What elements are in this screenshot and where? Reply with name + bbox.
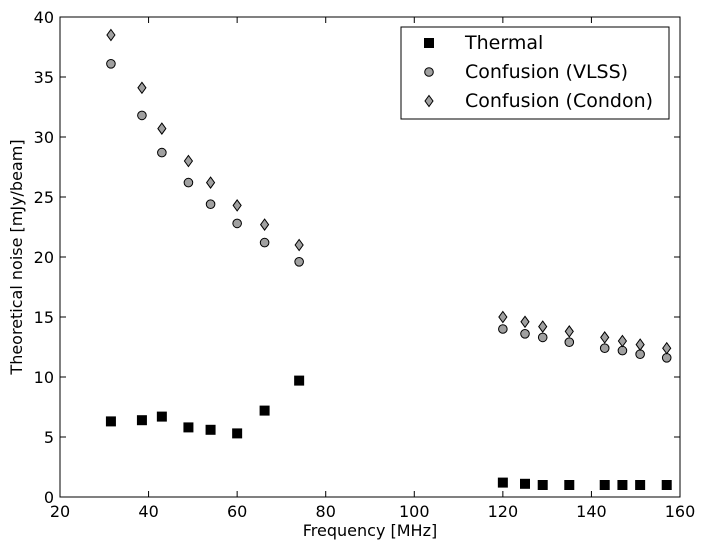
series-0: [105, 375, 672, 490]
data-point-diamond: [183, 154, 194, 168]
data-point-square: [156, 411, 167, 422]
data-point-circle: [564, 337, 575, 348]
data-point-square: [564, 480, 575, 490]
y-tick-label: 0: [44, 488, 54, 507]
legend-label-confusion-condon: Confusion (Condon): [465, 90, 653, 112]
data-point-circle: [259, 237, 270, 248]
data-point-square: [105, 416, 116, 427]
data-point-circle: [232, 218, 242, 229]
x-tick-label: 100: [399, 502, 430, 521]
y-tick-label: 30: [34, 128, 54, 147]
data-point-square: [232, 428, 243, 439]
data-point-square: [497, 477, 508, 488]
data-point-circle: [617, 345, 628, 356]
y-tick-label: 5: [44, 428, 54, 447]
x-tick-label: 80: [316, 502, 336, 521]
y-tick-label: 15: [34, 308, 54, 327]
legend-label-confusion-vlss: Confusion (VLSS): [465, 61, 628, 83]
data-point-square: [661, 480, 672, 490]
data-point-diamond: [294, 238, 304, 252]
data-point-square: [520, 478, 530, 489]
data-point-square: [136, 415, 147, 426]
data-point-diamond: [635, 338, 645, 351]
x-tick-label: 60: [227, 502, 247, 521]
x-tick-label: 120: [488, 502, 519, 521]
data-point-circle: [537, 332, 548, 343]
legend-label-thermal: Thermal: [464, 32, 543, 54]
legend-marker-diamond: [424, 94, 434, 108]
data-point-diamond: [538, 320, 548, 333]
x-tick-label: 40: [138, 502, 158, 521]
legend: Thermal Confusion (VLSS) Confusion (Cond…: [400, 26, 670, 120]
marks-layer: [105, 28, 672, 490]
data-point-circle: [137, 110, 147, 121]
y-tick-label: 20: [34, 248, 54, 267]
plot-frame: [59, 16, 681, 498]
ticks-layer: 20 40 60 80 100 120 140 160 0 5 10 15 20 25 30 35 40: [34, 8, 696, 521]
data-point-diamond: [520, 315, 530, 329]
data-point-diamond: [205, 176, 216, 189]
data-point-square: [294, 375, 305, 386]
data-point-diamond: [564, 325, 574, 338]
legend-markers: [424, 38, 434, 108]
data-point-diamond: [259, 218, 270, 231]
data-point-square: [183, 422, 194, 433]
data-point-square: [635, 480, 646, 490]
legend-marker-square: [424, 38, 434, 48]
data-point-circle: [520, 329, 530, 339]
data-point-circle: [183, 177, 194, 188]
x-tick-label: 140: [576, 502, 607, 521]
y-tick-label: 25: [34, 188, 54, 207]
data-point-square: [205, 424, 216, 435]
data-point-diamond: [662, 341, 672, 355]
data-point-circle: [661, 353, 672, 363]
y-axis-label: Theoretical noise [mJy/beam]: [7, 139, 26, 375]
data-point-circle: [294, 257, 304, 267]
y-tick-label: 40: [34, 8, 54, 27]
data-point-square: [259, 405, 270, 416]
data-point-square: [599, 480, 610, 490]
series-1: [106, 59, 672, 363]
data-point-diamond: [232, 199, 242, 212]
legend-box: [400, 26, 670, 120]
y-tick-label: 35: [34, 68, 54, 87]
data-point-square: [537, 480, 548, 490]
data-point-diamond: [157, 122, 167, 135]
data-point-circle: [205, 199, 216, 209]
data-point-diamond: [106, 28, 116, 42]
data-point-circle: [498, 324, 508, 334]
legend-marker-circle: [424, 67, 434, 77]
data-point-diamond: [617, 334, 628, 348]
y-tick-label: 10: [34, 368, 54, 387]
x-tick-label: 20: [50, 502, 70, 521]
data-point-square: [617, 480, 628, 490]
data-point-diamond: [498, 310, 508, 324]
data-point-circle: [106, 59, 116, 69]
data-point-diamond: [600, 331, 610, 344]
x-axis-label: Frequency [MHz]: [303, 521, 437, 540]
data-point-diamond: [137, 81, 147, 95]
data-point-circle: [599, 343, 610, 354]
data-point-circle: [635, 349, 645, 360]
x-tick-label: 160: [665, 502, 696, 521]
series-2: [106, 28, 672, 355]
data-point-circle: [157, 147, 167, 158]
